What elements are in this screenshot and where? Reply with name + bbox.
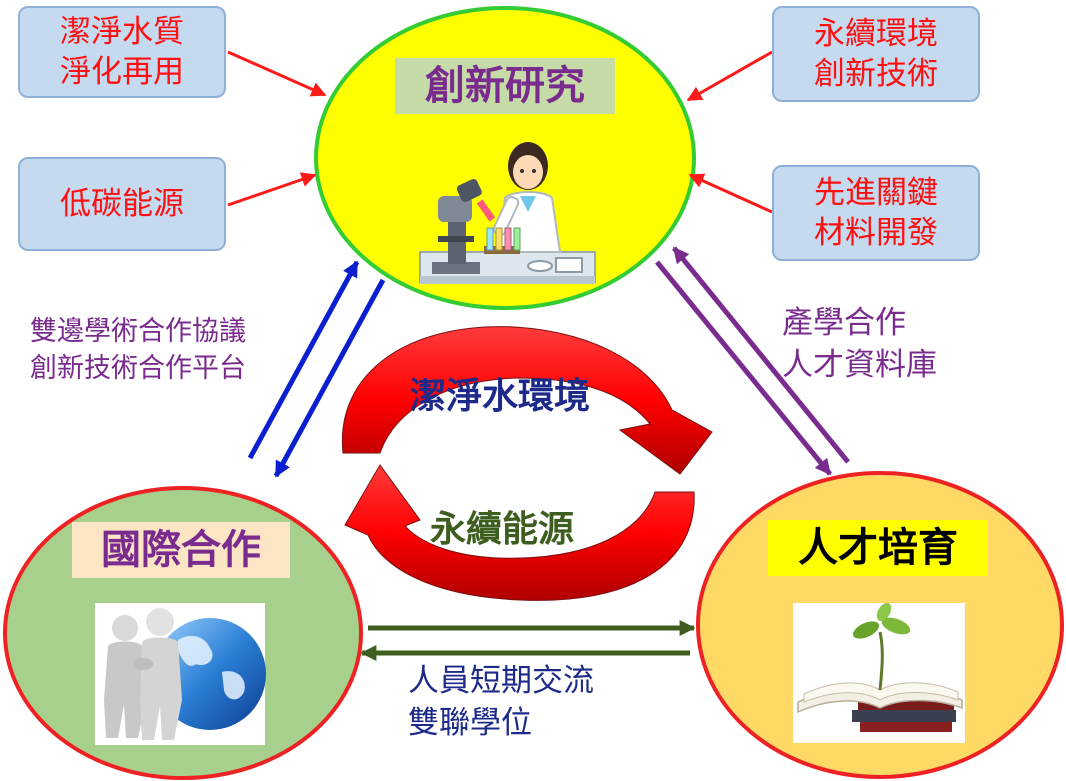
books-sprout-icon [793, 602, 965, 743]
link-bottom-line2: 雙聯學位 [408, 705, 532, 741]
box-top-right-line1: 永續環境 [814, 16, 938, 52]
arrow-blue-up [247, 260, 360, 460]
scientist-microscope-icon [419, 142, 596, 284]
box-mid-right-line2: 材料開發 [814, 215, 938, 251]
link-bottom: 人員短期交流 雙聯學位 [408, 660, 594, 744]
arrow-mid-right [688, 173, 773, 214]
arrow-purple-up [672, 246, 850, 464]
box-top-left: 潔淨水質 淨化再用 [18, 6, 226, 98]
cycle-bottom-label: 永續能源 [430, 509, 575, 550]
link-right-upper: 產學合作 人才資料庫 [782, 302, 937, 386]
link-right-upper-line2: 人才資料庫 [782, 347, 937, 383]
link-left-upper-line2: 創新技術合作平台 [30, 353, 246, 384]
arrow-top-left [227, 50, 327, 97]
cycle-arrow-bottom [344, 464, 695, 601]
box-mid-left: 低碳能源 [18, 157, 226, 251]
handshake-globe-icon [95, 603, 266, 745]
link-right-upper-line1: 產學合作 [782, 305, 906, 341]
box-top-left-line2: 淨化再用 [60, 54, 184, 90]
box-mid-right: 先進關鍵 材料開發 [772, 165, 980, 261]
right-title: 人才培育 [768, 520, 988, 576]
box-top-right-line2: 創新技術 [814, 56, 938, 92]
arrow-mid-left [227, 172, 317, 207]
cycle-arrow-top [341, 326, 713, 475]
arrow-top-right [686, 50, 773, 102]
arrow-purple-down [655, 260, 832, 476]
left-title: 國際合作 [72, 522, 290, 578]
center-title: 創新研究 [395, 58, 615, 114]
cycle-top-label: 潔淨水環境 [410, 376, 591, 417]
arrow-blue-down [273, 278, 386, 478]
link-left-upper: 雙邊學術合作協議 創新技術合作平台 [30, 313, 246, 387]
box-top-right: 永續環境 創新技術 [772, 6, 980, 102]
box-mid-left-line1: 低碳能源 [60, 186, 184, 222]
link-bottom-line1: 人員短期交流 [408, 663, 594, 699]
link-left-upper-line1: 雙邊學術合作協議 [30, 316, 246, 347]
box-top-left-line1: 潔淨水質 [60, 14, 184, 50]
box-mid-right-line1: 先進關鍵 [814, 175, 938, 211]
